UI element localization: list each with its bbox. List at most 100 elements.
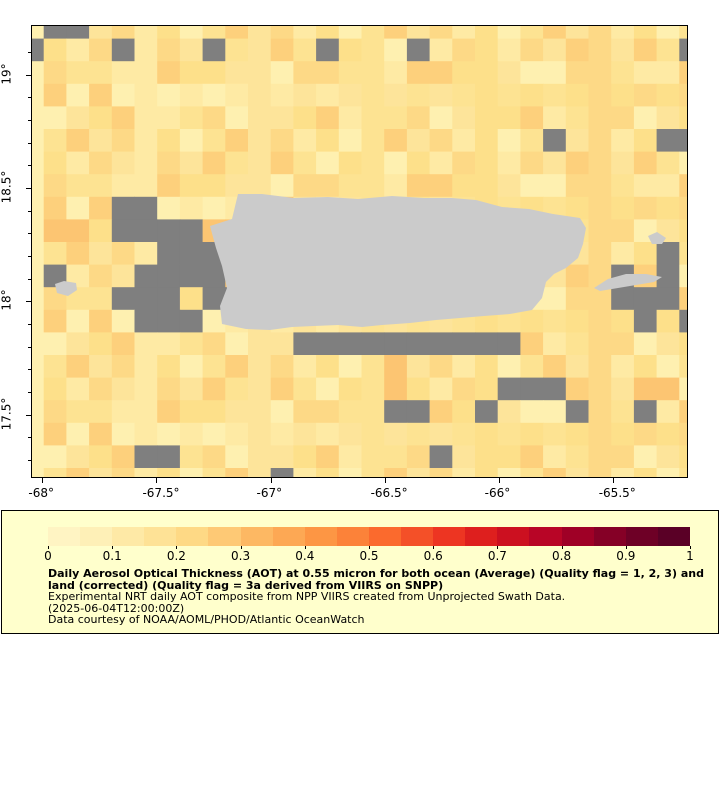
aot-cell [316, 106, 340, 130]
aot-cell [202, 151, 226, 175]
aot-cell [497, 61, 521, 85]
aot-cell [361, 400, 385, 424]
aot-cell [179, 38, 204, 62]
aot-cell [588, 61, 612, 85]
aot-cell [89, 196, 113, 220]
legend-credit: Data courtesy of NOAA/AOML/PHOD/Atlantic… [48, 613, 365, 626]
aot-cell [43, 377, 67, 401]
aot-cell [316, 129, 340, 153]
aot-cell [316, 151, 340, 175]
aot-cell [32, 129, 45, 153]
aot-cell [134, 38, 158, 62]
aot-cell [633, 422, 658, 446]
aot-cell [497, 83, 521, 107]
aot-cell [270, 38, 294, 62]
aot-cell [89, 445, 113, 469]
colorbar-segment [272, 527, 305, 546]
aot-cell [157, 468, 181, 477]
y-minor-tick [28, 97, 31, 99]
aot-cell [270, 129, 294, 153]
aot-cell [633, 468, 658, 477]
missing-data-cell [656, 242, 680, 266]
missing-data-cell [111, 219, 135, 243]
aot-cell [43, 355, 67, 379]
aot-cell [611, 26, 635, 40]
y-minor-tick [28, 414, 31, 416]
aot-cell [89, 106, 113, 130]
aot-cell [520, 355, 544, 379]
aot-cell [679, 377, 687, 401]
colorbar-tick-mark [48, 546, 49, 549]
x-tick-mark [42, 478, 44, 483]
aot-cell [452, 38, 476, 62]
aot-cell [543, 309, 567, 333]
aot-cell [429, 174, 453, 198]
aot-cell [111, 377, 135, 401]
colorbar-tick-label: 0.6 [423, 549, 443, 563]
aot-cell [316, 26, 340, 40]
y-minor-tick [28, 459, 31, 461]
aot-cell [633, 129, 658, 153]
aot-cell [520, 400, 544, 424]
missing-data-cell [406, 400, 431, 424]
aot-cell [633, 355, 658, 379]
aot-cell [611, 400, 635, 424]
aot-cell [134, 106, 158, 130]
aot-cell [384, 129, 408, 153]
aot-cell [89, 83, 113, 107]
map-plot-area[interactable] [31, 25, 688, 478]
aot-cell [611, 468, 635, 477]
aot-cell [134, 174, 158, 198]
aot-cell [179, 400, 204, 424]
aot-cell [32, 174, 45, 198]
aot-cell [588, 309, 612, 333]
aot-cell [179, 151, 204, 175]
aot-cell [293, 26, 317, 40]
aot-cell [225, 332, 249, 356]
aot-cell [588, 468, 612, 477]
colorbar-tick-mark [176, 546, 178, 549]
aot-cell [633, 196, 658, 220]
aot-cell [202, 377, 226, 401]
aot-cell [111, 332, 135, 356]
aot-cell [43, 174, 67, 198]
aot-cell [248, 26, 272, 40]
aot-cell [452, 174, 476, 198]
aot-cell [475, 61, 499, 85]
aot-cell [497, 174, 521, 198]
aot-cell [202, 106, 226, 130]
aot-cell [157, 332, 181, 356]
aot-cell [111, 106, 135, 130]
aot-cell [270, 106, 294, 130]
aot-cell [565, 332, 589, 356]
aot-cell [293, 174, 317, 198]
legend-description: Experimental NRT daily AOT composite fro… [48, 590, 566, 603]
aot-cell [270, 332, 294, 356]
x-tick-mark [498, 478, 500, 483]
aot-cell [89, 242, 113, 266]
aot-cell [32, 83, 45, 107]
aot-cell [338, 26, 362, 40]
aot-cell [89, 332, 113, 356]
aot-cell [157, 83, 181, 107]
aot-cell [248, 61, 272, 85]
aot-cell [429, 129, 453, 153]
aot-cell [656, 468, 680, 477]
aot-cell [656, 61, 680, 85]
missing-data-cell [475, 332, 499, 356]
aot-cell [179, 61, 204, 85]
aot-cell [497, 129, 521, 153]
aot-cell [565, 377, 589, 401]
aot-cell [679, 83, 687, 107]
colorbar-segment [433, 527, 466, 546]
aot-cell [565, 196, 589, 220]
aot-cell [157, 196, 181, 220]
aot-cell [361, 26, 385, 40]
colorbar-segment [497, 527, 530, 546]
aot-cell [679, 264, 687, 288]
aot-cell [588, 422, 612, 446]
aot-cell [588, 83, 612, 107]
aot-cell [293, 38, 317, 62]
missing-data-cell [452, 332, 476, 356]
missing-data-cell [202, 287, 226, 311]
